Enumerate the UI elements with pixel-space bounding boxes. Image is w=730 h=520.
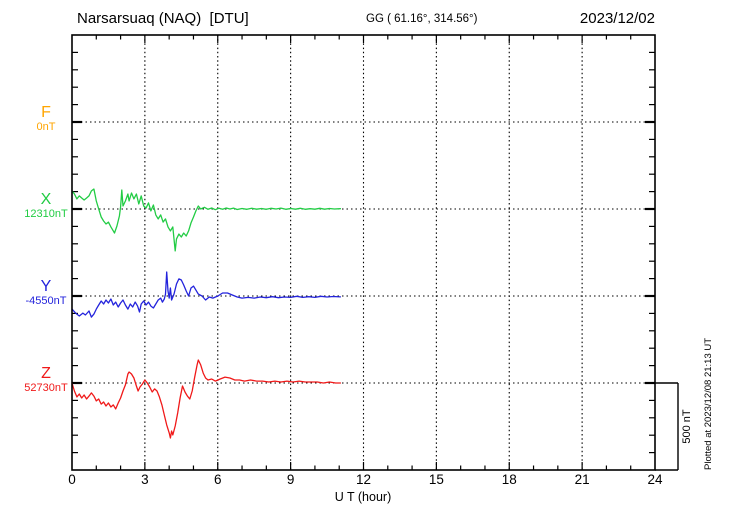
series-label-Y: Y [40,278,52,295]
scale-bar [655,382,679,471]
plot-border [71,34,656,471]
x-tick-label: 6 [213,472,222,487]
x-tick-label: 18 [501,472,517,487]
series-label-Z: Z [41,365,51,382]
series-baseline-value-X: 12310nT [24,208,68,220]
series-baseline-value-Z: 52730nT [24,382,68,394]
x-tick-label: 3 [141,472,149,487]
series-label-F: F [41,104,51,121]
x-tick-label: 24 [647,472,663,487]
x-tick-label: 12 [355,472,372,487]
plot-date: 2023/12/02 [579,10,655,27]
series-group-Y: Y -4550nT [18,278,74,308]
gridlines [72,35,655,470]
x-tick-label: 15 [428,472,444,487]
x-tick-label: 0 [68,472,76,487]
series-group-Z: Z 52730nT [18,365,74,395]
scale-bar-label: 500 nT [681,409,693,444]
series-group-X: X 12310nT [18,191,74,221]
station-title: Narsarsuaq (NAQ) [DTU] [77,10,249,27]
series-label-X: X [40,191,52,208]
x-axis-title: U T (hour) [334,490,392,504]
series-baseline-value-F: 0nT [36,121,56,133]
series-baseline-value-Y: -4550nT [25,295,67,307]
x-tick-label: 9 [286,472,295,487]
plotted-at-note: Plotted at 2023/12/08 21:13 UT [703,337,714,470]
geographic-coords: GG ( 61.16°, 314.56°) [366,13,478,25]
series-group-F: F 0nT [18,104,74,134]
trace-X [71,188,342,252]
x-tick-label: 21 [574,472,590,487]
trace-Y [71,271,342,318]
trace-Z [71,359,342,439]
